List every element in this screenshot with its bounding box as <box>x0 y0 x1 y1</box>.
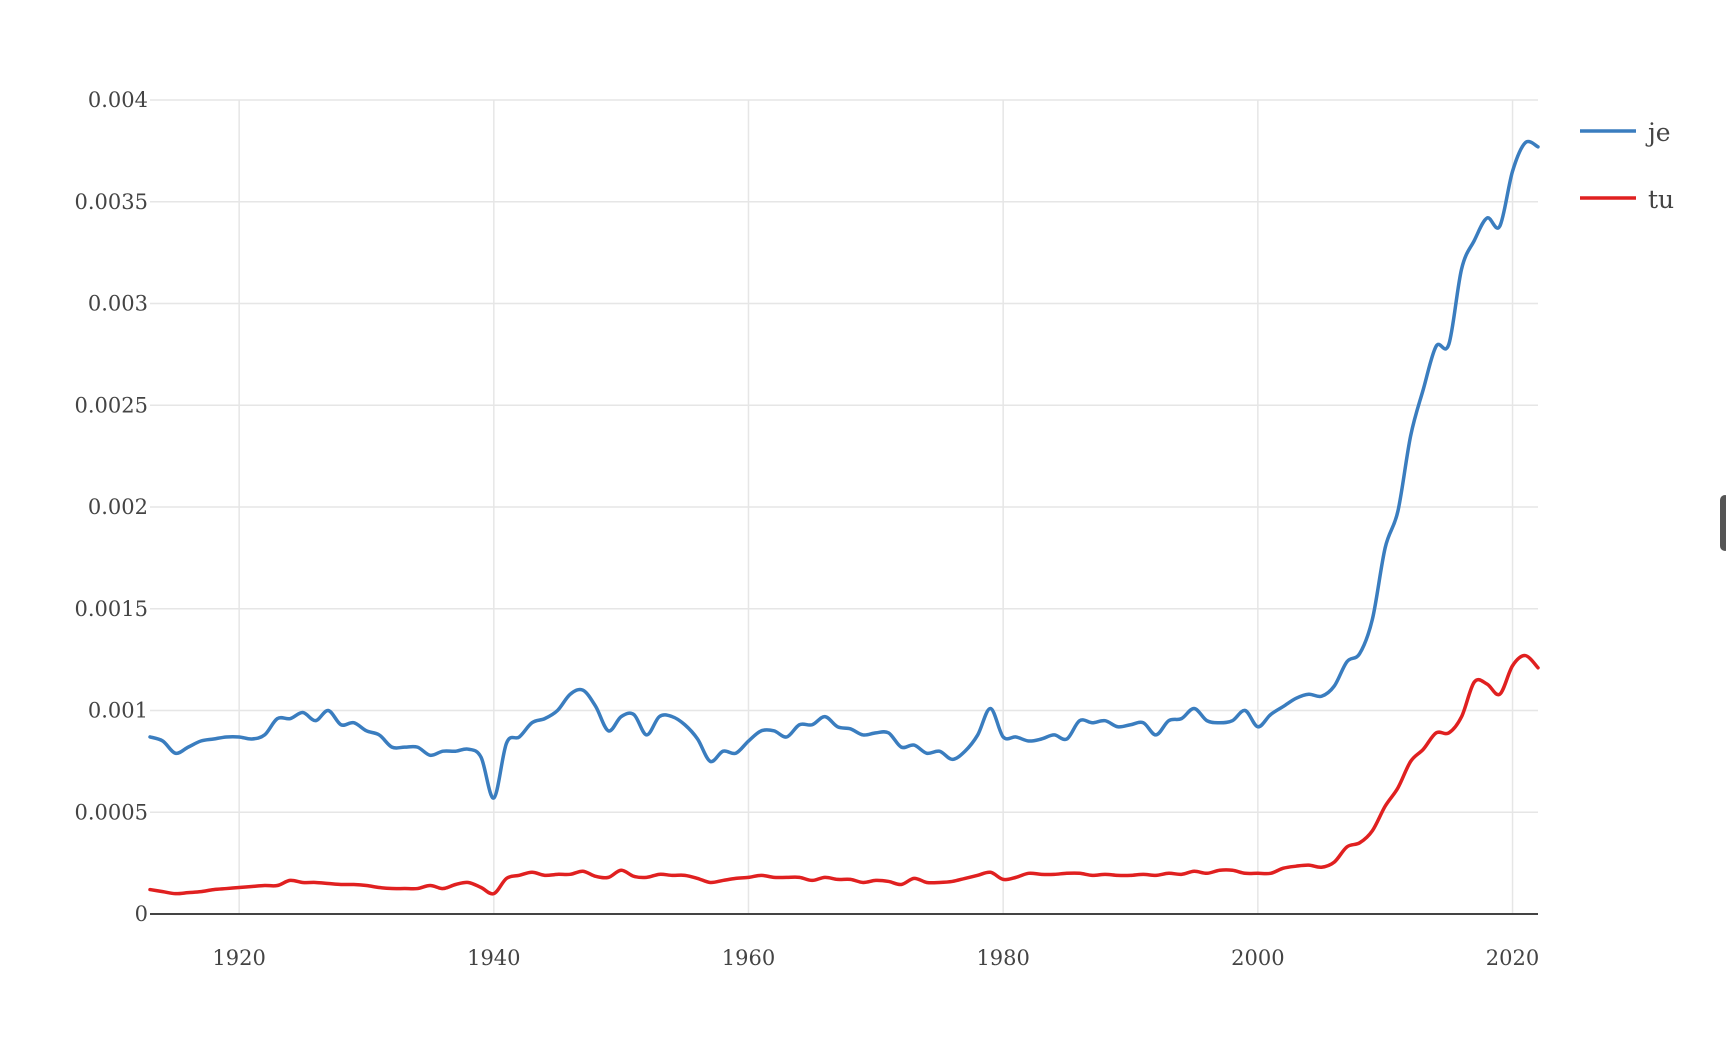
x-tick-label: 2020 <box>1486 946 1539 970</box>
axes: 0 0.0005 0.001 0.0015 0.002 0.0025 0.003 0.0035… <box>75 88 1540 970</box>
y-tick-label: 0.001 <box>88 699 148 723</box>
x-tick-label: 1980 <box>976 946 1029 970</box>
legend-item-je[interactable]: je <box>1580 118 1671 147</box>
scrollbar-handle[interactable] <box>1720 495 1726 551</box>
y-tick-label: 0.0015 <box>75 597 148 621</box>
legend-item-tu[interactable]: tu <box>1580 185 1674 214</box>
y-tick-label: 0.002 <box>88 495 148 519</box>
legend-label-tu: tu <box>1648 185 1674 214</box>
legend[interactable]: je tu <box>1580 118 1674 214</box>
y-tick-label: 0.003 <box>88 292 148 316</box>
plot-area <box>148 139 1540 896</box>
y-tick-label: 0.0035 <box>75 190 148 214</box>
x-tick-label: 1960 <box>722 946 775 970</box>
legend-label-je: je <box>1645 118 1671 147</box>
y-tick-label: 0.0005 <box>75 800 148 824</box>
series-line-je <box>148 139 1540 800</box>
series-line-tu <box>148 653 1540 896</box>
x-tick-label: 1940 <box>467 946 520 970</box>
y-tick-label: 0.004 <box>88 88 148 112</box>
y-tick-label: 0.0025 <box>75 393 148 417</box>
grid-lines <box>150 99 1538 914</box>
x-tick-label: 1920 <box>212 946 265 970</box>
x-tick-label: 2000 <box>1231 946 1284 970</box>
y-tick-label: 0 <box>135 902 148 926</box>
